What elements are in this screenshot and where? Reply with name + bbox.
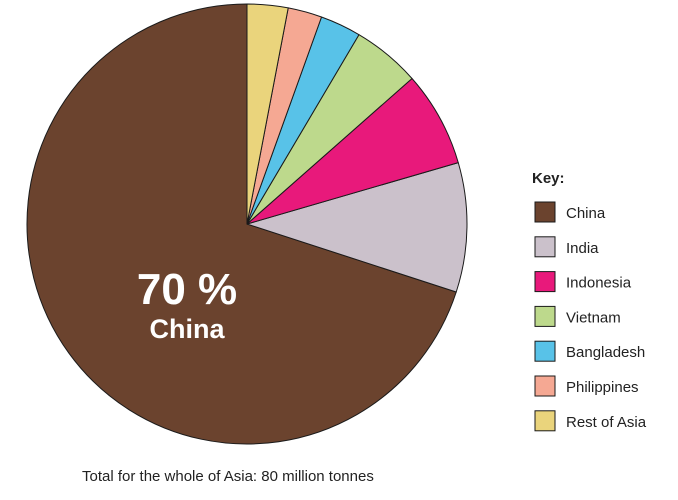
legend-label-bangladesh: Bangladesh [566, 344, 645, 361]
legend-swatch-indonesia [534, 271, 556, 293]
pie-slice-rest-of-asia [246, 3, 289, 225]
pie-slice-india [246, 162, 468, 293]
legend-label-china: China [566, 205, 606, 222]
legend-label-philippines: Philippines [566, 379, 639, 396]
chart-annotation-percent: 70 % [137, 265, 237, 314]
legend-title: Key: [532, 170, 565, 187]
legend-swatch-india [534, 236, 556, 258]
legend-swatch-philippines [534, 375, 556, 397]
pie-slices [26, 3, 468, 445]
pie-slice-china [26, 3, 457, 445]
legend-swatch-vietnam [534, 305, 556, 327]
chart-annotation-label: China [149, 314, 225, 344]
legend-label-india: India [566, 240, 599, 257]
chart-footnote: Total for the whole of Asia: 80 million … [82, 468, 374, 485]
legend-label-vietnam: Vietnam [566, 309, 621, 326]
legend: China India Indonesia Vietnam Bangladesh Phil… [534, 201, 647, 432]
legend-swatch-china [534, 201, 556, 223]
legend-swatch-rest-of-asia [534, 410, 556, 432]
legend-label-rest-of-asia: Rest of Asia [566, 414, 647, 431]
legend-swatch-bangladesh [534, 340, 556, 362]
legend-label-indonesia: Indonesia [566, 275, 632, 292]
